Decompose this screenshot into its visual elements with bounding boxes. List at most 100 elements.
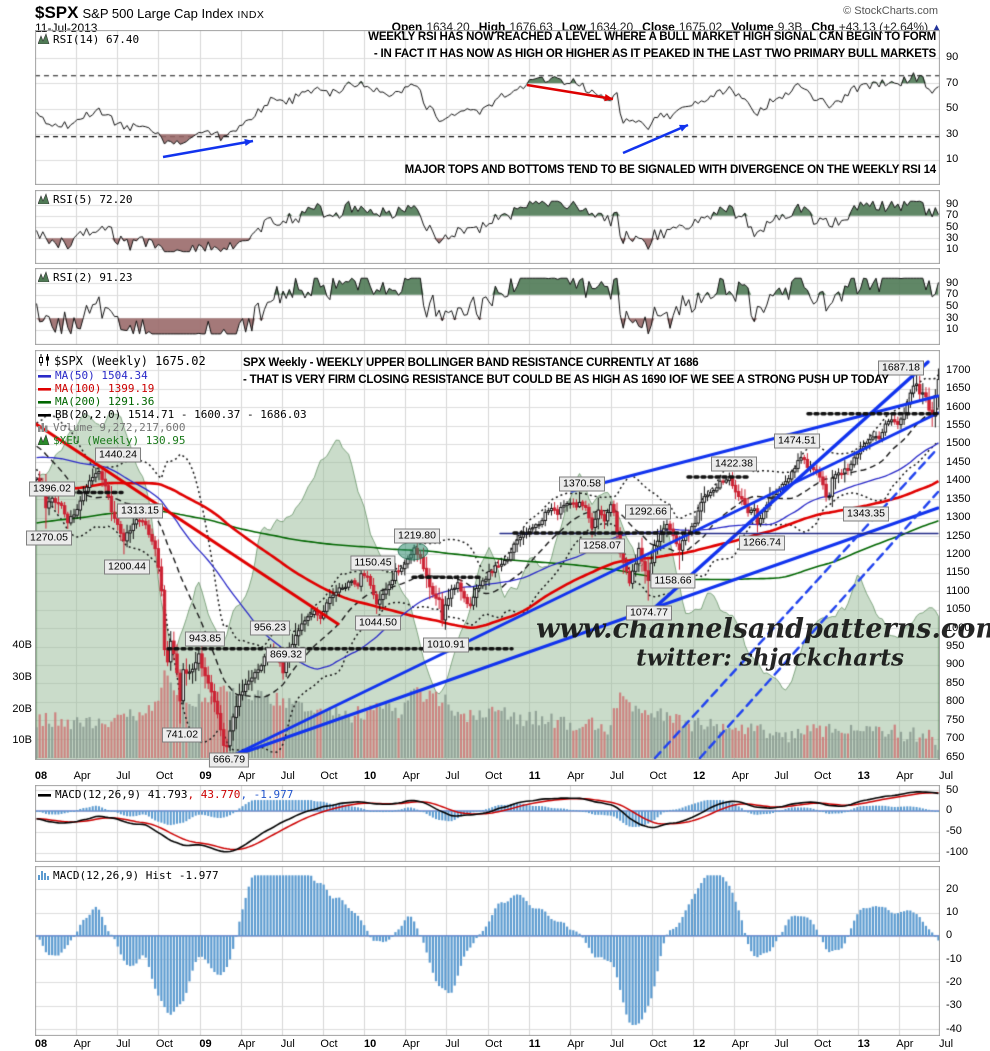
x-axis-tick-label: Jul [280,770,295,782]
chart-header: $SPX S&P 500 Large Cap Index INDX [35,3,264,23]
legend-text: MA(50) 1504.34 [55,369,148,382]
x-axis-tick-label: Jul [938,1038,954,1050]
legend-text: MA(100) 1399.19 [55,382,155,395]
chart-annotation-text: - IN FACT IT HAS NOW AS HIGH OR HIGHER A… [373,48,936,60]
area-icon [37,193,50,207]
candlestick-icon [38,354,51,369]
x-axis-tick-label: 11 [528,1038,541,1050]
x-axis-tick-label: Oct [320,770,338,782]
legend-text: MA(200) 1291.36 [55,395,155,408]
price-callout-label: 1150.45 [350,555,396,571]
y-axis-tick-label: 850 [946,676,965,689]
x-axis-tick-label: Jul [774,1038,789,1050]
y-axis-tick-label: 10 [946,323,959,336]
price-callout-label: 1200.44 [104,559,150,575]
change-up-triangle-icon: ▲ [931,22,942,34]
y-axis-tick-label: 950 [946,640,965,653]
macd-hist-panel-canvas [35,866,940,1036]
x-axis-tick-label: Apr [896,1038,914,1050]
watermark-site: www.channelsandpatterns.com [536,613,990,645]
price-callout-label: 1396.02 [29,481,75,497]
y-axis-tick-label: 1600 [946,400,971,413]
y-axis-tick-label: 50 [946,783,959,796]
x-axis-tick-label: Oct [649,1038,667,1050]
legend-row: RSI(2) 91.23 [37,271,132,285]
y-axis-tick-label: 1500 [946,437,971,450]
rsi14-panel-canvas [35,30,940,185]
y-axis-tick-label: 1450 [946,455,971,468]
price-callout-label: 1258.07 [579,538,625,554]
area-icon [37,271,50,285]
x-axis-tick-label: Apr [402,1038,420,1050]
price-callout-label: 1292.66 [625,504,671,520]
x-axis-tick-label: Apr [238,1038,256,1050]
line-dash-icon [38,370,52,383]
y-axis-tick-label: 30 [946,127,959,140]
legend-row: $XEU (Weekly) 130.95 [37,434,185,448]
price-callout-label: 1158.66 [650,573,696,589]
price-callout-label: 1422.38 [711,456,757,472]
x-axis-tick-label: 13 [857,770,870,782]
x-axis-tick-label: Oct [484,770,503,782]
y-axis-tick-label: 1000 [946,621,971,634]
x-axis-tick-label: 08 [34,770,48,782]
y-axis-tick-label: 1100 [946,584,970,597]
stockcharts-copyright: © StockCharts.com [843,5,938,17]
y-axis-tick-label: 70 [946,76,959,89]
x-axis-tick-label: Apr [73,1038,91,1050]
x-axis-tick-label: Apr [731,1038,749,1050]
x-axis-tick-label: Jul [116,1038,131,1050]
legend-row: MA(200) 1291.36 [38,395,154,409]
price-callout-label: 1074.77 [626,605,672,621]
y-axis-tick-label: 30 [946,231,959,244]
legend-row: $SPX (Weekly) 1675.02 [38,354,206,369]
price-callout-label: 1266.74 [739,535,785,551]
y-axis-tick-label: 1200 [946,547,971,560]
x-axis-tick-label: Apr [567,770,585,782]
x-axis-tick-label: Jul [445,1038,460,1050]
price-callout-label: 1313.15 [117,503,163,519]
y-axis-tick-label: 30B [12,671,32,684]
price-callout-label: 956.23 [249,620,291,636]
chart-annotation-text: SPX Weekly - WEEKLY UPPER BOLLINGER BAND… [243,357,699,369]
volume-bars-icon [38,421,50,435]
legend-row: Volume 9,272,217,600 [38,421,185,435]
price-callout-label: 1270.05 [26,530,72,546]
y-axis-tick-label: -50 [946,825,962,838]
line-dash-icon [38,383,52,396]
y-axis-tick-label: 1400 [946,474,971,487]
y-axis-tick-label: 20B [12,702,32,715]
x-axis-tick-label: 08 [34,1038,48,1050]
y-axis-tick-label: 30 [946,311,959,324]
price-callout-label: 1343.35 [843,506,889,522]
y-axis-tick-label: -20 [946,975,962,988]
x-axis-tick-label: Oct [814,1038,832,1050]
legend-text: $SPX (Weekly) 1675.02 [54,354,206,368]
price-callout-label: 943.85 [184,631,226,647]
line-dash-icon [38,409,52,422]
y-axis-tick-label: 1650 [946,382,971,395]
x-axis-tick-label: 12 [693,1038,706,1050]
legend-text: RSI(5) 72.20 [53,193,133,206]
x-axis-tick-label: 09 [199,1038,212,1050]
price-callout-label: 1687.18 [878,360,924,376]
y-axis-tick-label: 1250 [946,529,971,542]
price-callout-label: 1370.58 [559,476,605,492]
watermark-twitter: twitter: shjackcharts [636,644,904,672]
chart-annotation-text: MAJOR TOPS AND BOTTOMS TEND TO BE SIGNAL… [404,164,937,176]
legend-text: BB(20,2.0) 1514.71 - 1600.37 - 1686.03 [55,408,307,421]
y-axis-tick-label: -10 [946,952,962,965]
y-axis-tick-label: 40B [12,639,32,652]
y-axis-tick-label: 1300 [946,511,971,524]
y-axis-tick-label: 70 [946,209,959,222]
legend-text: Volume 9,272,217,600 [53,421,186,434]
y-axis-tick-label: 50 [946,300,959,312]
y-axis-tick-label: 700 [946,732,965,745]
y-axis-tick-label: 1550 [946,419,971,432]
exchange-label: INDX [237,9,265,21]
x-axis-tick-label: Apr [238,770,256,782]
x-axis-tick-label: Apr [567,1038,585,1050]
y-axis-tick-label: 90 [946,276,959,289]
y-axis-tick-label: 900 [946,658,965,671]
price-callout-label: 1044.50 [355,615,401,631]
